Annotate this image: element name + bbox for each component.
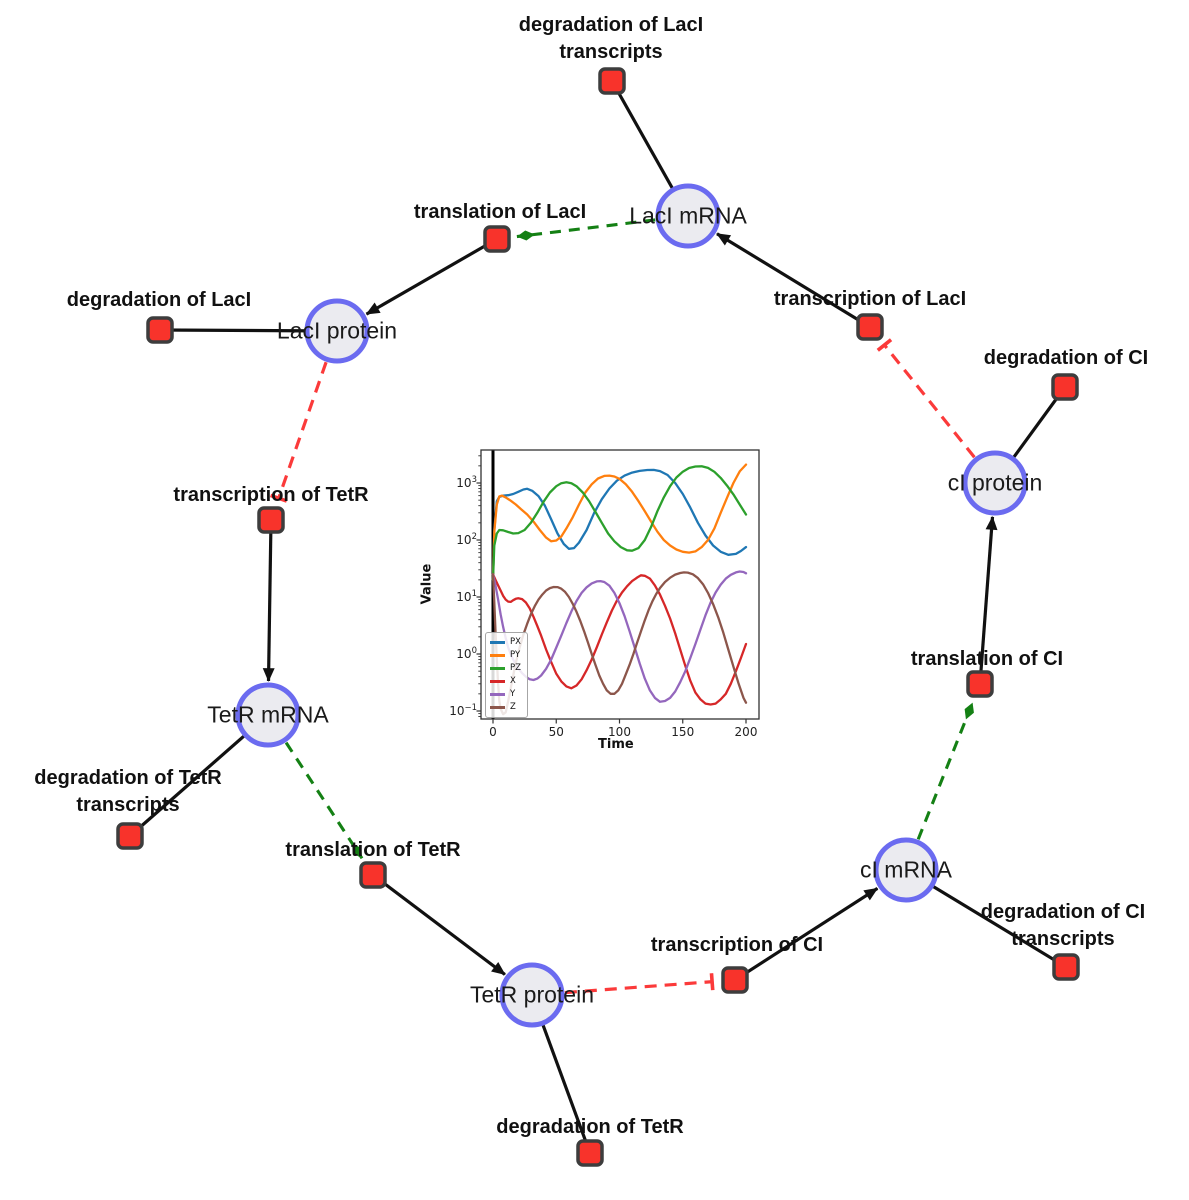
edge-transcriptiontetr-tetrmrna bbox=[262, 519, 275, 682]
plot-curves bbox=[491, 450, 748, 719]
species-node-tetr-mrna[interactable] bbox=[235, 682, 301, 748]
x-tick-label: 150 bbox=[671, 725, 695, 739]
edge-lacimrna-translationlaci bbox=[516, 218, 656, 241]
edge-tetrprotein-inhibits-transcriptionci bbox=[564, 973, 715, 995]
legend-entry-py: PY bbox=[490, 649, 521, 662]
reaction-node-translation-ci[interactable] bbox=[966, 670, 994, 698]
species-label-ci-protein: cI protein bbox=[947, 469, 1043, 496]
edge-ciprotein-inhibits-transcriptionlaci bbox=[876, 338, 976, 459]
legend-entry-x: X bbox=[490, 675, 521, 688]
reaction-node-degradation-ci[interactable] bbox=[1051, 373, 1079, 401]
species-node-ci-protein[interactable] bbox=[962, 450, 1028, 516]
series-line-z bbox=[491, 571, 748, 716]
edge-cimrna-translationci bbox=[916, 702, 975, 840]
reaction-label-translation-laci: translation of LacI bbox=[413, 201, 587, 223]
legend-swatch bbox=[490, 680, 505, 683]
y-tick-label: 103 bbox=[456, 475, 477, 490]
reaction-node-degradation-laci[interactable] bbox=[146, 316, 174, 344]
timecourse-plot: 0 50 100 150 200 10−1 100 101 102 103 Time Value … bbox=[420, 443, 780, 773]
reaction-node-degradation-ci-transcripts[interactable] bbox=[1052, 953, 1080, 981]
reaction-label-translation-ci: translation of CI bbox=[910, 648, 1064, 670]
reaction-node-degradation-tetr-transcripts[interactable] bbox=[116, 822, 144, 850]
species-label-laci-protein: LacI protein bbox=[276, 317, 398, 344]
legend-swatch bbox=[490, 641, 505, 644]
legend-label: X bbox=[510, 676, 516, 687]
species-label-tetr-protein: TetR protein bbox=[469, 981, 595, 1008]
reaction-label-degradation-laci: degradation of LacI bbox=[66, 289, 252, 311]
edge-tetrmrna-translationtetr bbox=[284, 741, 364, 860]
reaction-node-degradation-tetr[interactable] bbox=[576, 1139, 604, 1167]
reaction-label-degradation-ci-transcripts: degradation of CI transcripts bbox=[980, 901, 1146, 950]
species-node-laci-mrna[interactable] bbox=[655, 183, 721, 249]
species-node-laci-protein[interactable] bbox=[304, 298, 370, 364]
reaction-label-transcription-tetr: transcription of TetR bbox=[173, 484, 369, 506]
x-tick-label: 50 bbox=[548, 725, 564, 739]
reaction-node-transcription-tetr[interactable] bbox=[257, 506, 285, 534]
series-line-px bbox=[491, 468, 748, 581]
legend-label: Y bbox=[510, 689, 516, 700]
legend-swatch bbox=[490, 706, 505, 709]
species-label-laci-mrna: LacI mRNA bbox=[629, 202, 747, 229]
legend-label: Z bbox=[510, 702, 516, 713]
x-tick-label: 100 bbox=[608, 725, 631, 739]
series-line-py bbox=[491, 463, 748, 581]
legend-label: PZ bbox=[510, 663, 521, 674]
y-tick-label: 101 bbox=[456, 589, 477, 604]
y-tick-label: 10−1 bbox=[449, 703, 477, 718]
x-tick-label: 0 bbox=[489, 725, 497, 739]
legend-swatch bbox=[490, 654, 505, 657]
legend-entry-y: Y bbox=[490, 688, 521, 701]
reaction-label-degradation-laci-transcripts: degradation of LacI transcripts bbox=[518, 14, 704, 63]
reaction-label-transcription-ci: transcription of CI bbox=[650, 934, 824, 956]
plot-legend: PX PY PZ X Y Z bbox=[485, 632, 528, 718]
edge-transcriptionlaci-lacimrna bbox=[716, 232, 871, 329]
series-line-pz bbox=[491, 465, 748, 581]
plot-frame bbox=[480, 449, 760, 720]
species-label-tetr-mrna: TetR mRNA bbox=[207, 701, 329, 728]
edge-translationtetr-tetrprotein bbox=[372, 873, 506, 976]
legend-label: PX bbox=[510, 637, 521, 648]
reaction-node-transcription-ci[interactable] bbox=[721, 966, 749, 994]
x-axis-title: Time bbox=[598, 737, 634, 752]
series-line-x bbox=[491, 573, 748, 706]
species-label-ci-mrna: cI mRNA bbox=[860, 856, 952, 883]
reaction-node-translation-laci[interactable] bbox=[483, 225, 511, 253]
x-tick-label: 200 bbox=[734, 725, 758, 739]
edge-laciprotein-inhibits-transcriptiontetr bbox=[270, 361, 328, 503]
reaction-node-degradation-laci-transcripts[interactable] bbox=[598, 67, 626, 95]
reaction-label-transcription-laci: transcription of LacI bbox=[773, 288, 967, 310]
reaction-node-translation-tetr[interactable] bbox=[359, 861, 387, 889]
reaction-node-transcription-laci[interactable] bbox=[856, 313, 884, 341]
legend-entry-pz: PZ bbox=[490, 662, 521, 675]
edge-transcriptionci-cimrna bbox=[734, 887, 879, 982]
y-tick-label: 102 bbox=[456, 532, 477, 547]
y-axis-title: Value bbox=[419, 563, 435, 605]
legend-entry-px: PX bbox=[490, 636, 521, 649]
reaction-label-degradation-tetr-transcripts: degradation of TetR transcripts bbox=[34, 767, 222, 816]
legend-swatch bbox=[490, 667, 505, 670]
edge-translationci-ciprotein bbox=[978, 515, 998, 685]
legend-entry-z: Z bbox=[490, 701, 521, 714]
species-node-tetr-protein[interactable] bbox=[499, 962, 565, 1028]
reaction-label-translation-tetr: translation of TetR bbox=[285, 839, 461, 861]
reaction-label-degradation-tetr: degradation of TetR bbox=[496, 1116, 684, 1138]
edge-translationlaci-laciprotein bbox=[365, 237, 498, 316]
legend-swatch bbox=[490, 693, 505, 696]
timecourse-plot-area bbox=[476, 449, 760, 724]
reaction-label-degradation-ci: degradation of CI bbox=[983, 347, 1149, 369]
legend-label: PY bbox=[510, 650, 521, 661]
species-node-ci-mrna[interactable] bbox=[873, 837, 939, 903]
y-tick-label: 100 bbox=[456, 646, 477, 661]
